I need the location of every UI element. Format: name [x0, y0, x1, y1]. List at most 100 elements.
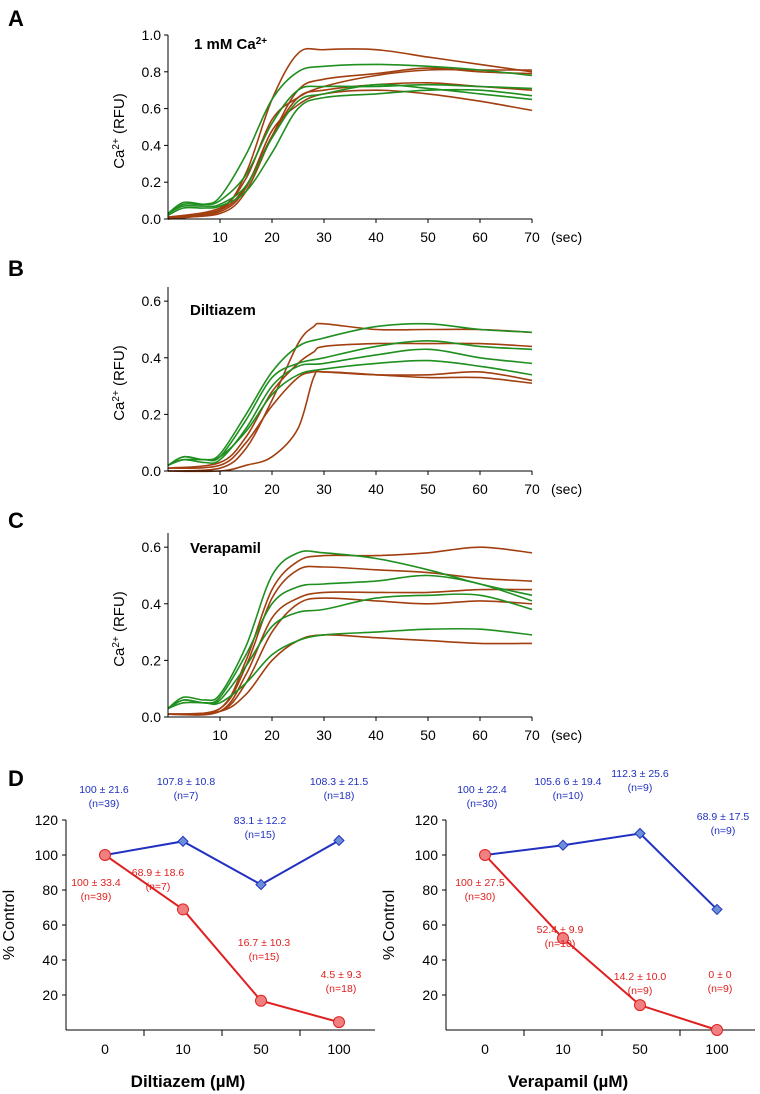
- trace-line-brown: [167, 342, 533, 469]
- trace-line-brown: [167, 89, 533, 220]
- trace-line-brown: [167, 597, 533, 716]
- data-label-n: (n=7): [174, 790, 199, 802]
- panel-annotation: 1 mM Ca2+: [194, 36, 267, 54]
- data-point-circle: [99, 849, 111, 861]
- y-tick-label: 20: [42, 987, 58, 1003]
- y-tick-label: 60: [422, 917, 438, 933]
- y-tick-label: 0.6: [142, 539, 162, 555]
- x-tick-label: 0: [481, 1041, 489, 1057]
- y-axis-label-sup: 2+: [111, 390, 122, 402]
- y-axis-label-sup: 2+: [111, 138, 122, 150]
- x-axis-label: Diltiazem (µM): [131, 1072, 246, 1091]
- trace-line-brown: [167, 47, 533, 218]
- data-label-value: 107.8 ± 10.8: [157, 776, 215, 788]
- y-axis-label: Ca2+ (RFU): [111, 591, 129, 667]
- y-tick-label: 120: [415, 812, 439, 828]
- panel-D-right: 20 40 60 80 100 120 0 10 50 100 Verapamil (µM) % Co…: [381, 768, 755, 1091]
- data-label-value: 68.9 ± 18.6: [132, 867, 185, 879]
- y-axis-label: Ca2+ (RFU): [111, 345, 129, 421]
- y-tick-label: 20: [422, 987, 438, 1003]
- data-label-value: 112.3 ± 25.6: [611, 768, 669, 780]
- data-label-value: 4.5 ± 9.3: [321, 969, 362, 981]
- data-point-circle: [711, 1024, 723, 1036]
- data-label-n: (n=39): [81, 891, 112, 903]
- trace-line-green: [167, 348, 533, 467]
- x-axis-unit: (sec): [551, 727, 582, 743]
- panel-annotation: Diltiazem: [190, 302, 256, 319]
- x-axis-label: Verapamil (µM): [508, 1072, 628, 1091]
- panel-letter: D: [8, 766, 24, 791]
- panel-A: A 0.0 0.2 0.4 0.6 0.8 1.0 10 20 30 40 50 60 70 (sec) Ca…: [8, 6, 582, 245]
- data-point-circle: [177, 903, 189, 916]
- data-label-n: (n=9): [628, 782, 653, 794]
- trace-line-green: [167, 88, 533, 217]
- data-label-n: (n=9): [628, 985, 653, 997]
- x-tick-label: 30: [316, 727, 332, 743]
- trace-line-brown: [167, 565, 533, 715]
- annotation-text: 1 mM Ca: [194, 36, 256, 53]
- panel-annotation: Verapamil: [190, 540, 261, 557]
- data-point-diamond: [634, 827, 646, 840]
- data-label-n: (n=10): [553, 790, 584, 802]
- data-label-value: 16.7 ± 10.3: [238, 937, 291, 949]
- data-point-circle: [255, 994, 267, 1007]
- series-line-red: [104, 854, 340, 1024]
- x-tick-label: 10: [212, 727, 228, 743]
- x-tick-label: 40: [368, 229, 384, 245]
- series-line-red: [484, 854, 718, 1031]
- annotation-text: Diltiazem: [190, 302, 256, 319]
- trace-line-brown: [167, 370, 533, 473]
- annotation-sup: 2+: [256, 36, 268, 47]
- trace-line-brown: [167, 588, 533, 716]
- x-tick-label: 10: [175, 1041, 191, 1057]
- trace-line-brown: [167, 322, 533, 472]
- x-tick-label: 20: [264, 727, 280, 743]
- x-tick-label: 60: [472, 727, 488, 743]
- y-tick-label: 0.4: [142, 350, 162, 366]
- data-label-n: (n=15): [245, 829, 276, 841]
- data-point-circle: [634, 999, 646, 1012]
- y-tick-label: 100: [35, 847, 59, 863]
- x-tick-label: 20: [264, 229, 280, 245]
- y-tick-label: 0.0: [142, 709, 162, 725]
- y-tick-label: 0.6: [142, 101, 162, 117]
- y-tick-label: 40: [422, 952, 438, 968]
- data-label-n: (n=10): [545, 938, 576, 950]
- y-axis-label-unit: (RFU): [111, 345, 128, 390]
- data-point-circle: [333, 1016, 345, 1029]
- data-point-diamond: [177, 835, 189, 848]
- data-label-n: (n=7): [146, 881, 171, 893]
- y-axis-label: % Control: [381, 890, 398, 960]
- data-point-circle: [479, 849, 491, 861]
- trace-line-brown: [167, 634, 533, 715]
- x-axis-unit: (sec): [551, 229, 582, 245]
- x-tick-label: 30: [316, 481, 332, 497]
- y-tick-label: 0.6: [142, 293, 162, 309]
- data-point-circle: [557, 932, 569, 945]
- trace-line-green: [167, 627, 533, 710]
- panel-D-left: 20 40 60 80 100 120 0 10 50 100 Diltiazem (µM) % Co…: [1, 776, 375, 1091]
- data-label-n: (n=18): [324, 790, 355, 802]
- x-axis-unit: (sec): [551, 481, 582, 497]
- y-axis-label-main: Ca: [111, 647, 128, 667]
- y-tick-label: 0.8: [142, 64, 162, 80]
- data-point-diamond: [711, 903, 723, 916]
- y-tick-label: 80: [42, 882, 58, 898]
- data-label-n: (n=9): [708, 983, 733, 995]
- y-axis-label: % Control: [1, 890, 18, 960]
- y-tick-label: 0.2: [142, 406, 162, 422]
- data-label-value: 83.1 ± 12.2: [234, 815, 287, 827]
- annotation-text: Verapamil: [190, 540, 261, 557]
- x-tick-label: 70: [524, 727, 540, 743]
- x-tick-label: 20: [264, 481, 280, 497]
- x-tick-label: 30: [316, 229, 332, 245]
- series-line-blue: [484, 832, 718, 911]
- x-tick-label: 10: [212, 229, 228, 245]
- x-tick-label: 50: [420, 481, 436, 497]
- data-label-n: (n=30): [465, 891, 496, 903]
- panel-B: B 0.0 0.2 0.4 0.6 10 20 30 40 50 60 70 (sec) Ca2+ (RF…: [8, 256, 582, 497]
- x-tick-label: 0: [101, 1041, 109, 1057]
- y-axis-label: Ca2+ (RFU): [111, 93, 129, 169]
- data-point-diamond: [557, 839, 569, 851]
- y-tick-label: 60: [42, 917, 58, 933]
